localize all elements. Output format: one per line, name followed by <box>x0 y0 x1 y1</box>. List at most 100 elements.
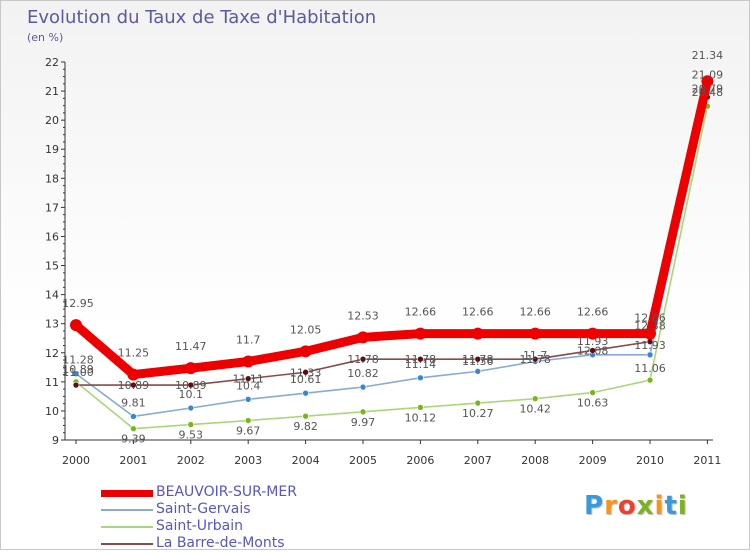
x-tick-label: 2002 <box>177 454 205 467</box>
data-label-saint-urbain: 10.12 <box>405 411 437 424</box>
x-tick-label: 2003 <box>234 454 262 467</box>
data-point-beauvoir-sur-mer <box>529 327 542 340</box>
data-label-beauvoir-sur-mer: 21.34 <box>692 49 724 62</box>
data-label-la-barre-de-monts: 11.11 <box>232 373 264 386</box>
y-tick-label: 12 <box>45 347 59 360</box>
legend-label: Saint-Urbain <box>156 518 244 534</box>
x-tick-label: 2007 <box>464 454 492 467</box>
data-label-saint-urbain: 9.97 <box>351 416 376 429</box>
logo-letter: o <box>617 491 637 521</box>
data-label-saint-urbain: 9.82 <box>293 420 318 433</box>
data-label-saint-urbain: 9.67 <box>236 425 261 438</box>
data-label-la-barre-de-monts: 10.89 <box>62 363 94 376</box>
data-point-la-barre-de-monts <box>531 355 539 363</box>
data-label-saint-urbain: 10.63 <box>577 397 609 410</box>
data-label-beauvoir-sur-mer: 12.66 <box>634 312 666 325</box>
data-point-saint-urbain <box>130 425 137 432</box>
data-point-saint-urbain <box>302 412 309 420</box>
data-point-saint-urbain <box>474 399 482 407</box>
data-label-saint-gervais: 10.82 <box>347 367 379 380</box>
data-point-beauvoir-sur-mer <box>701 75 714 88</box>
data-point-saint-urbain <box>187 421 195 428</box>
data-point-saint-gervais <box>187 404 195 412</box>
data-point-saint-urbain <box>359 408 367 416</box>
data-point-la-barre-de-monts <box>244 375 252 382</box>
logo-letter: P <box>584 491 605 521</box>
data-label-beauvoir-sur-mer: 12.05 <box>290 323 322 336</box>
data-point-saint-gervais <box>130 413 137 420</box>
data-label-extra: 11.7 <box>523 349 548 362</box>
data-label-saint-urbain: 11.06 <box>634 362 666 375</box>
data-label-saint-urbain: 11.00 <box>62 366 94 379</box>
data-point-la-barre-de-monts <box>359 355 367 363</box>
x-tick-label: 2006 <box>406 454 434 467</box>
data-point-la-barre-de-monts <box>72 381 80 389</box>
data-label-saint-urbain: 20.48 <box>692 86 724 99</box>
logo-letter: x <box>636 491 655 521</box>
data-point-beauvoir-sur-mer <box>184 362 197 375</box>
data-point-beauvoir-sur-mer <box>357 331 369 344</box>
data-label-beauvoir-sur-mer: 11.25 <box>118 347 150 360</box>
data-point-beauvoir-sur-mer <box>471 327 484 340</box>
data-label-beauvoir-sur-mer: 11.47 <box>175 340 207 353</box>
x-tick-label: 2001 <box>119 454 147 467</box>
data-label-saint-gervais: 10.4 <box>236 379 261 392</box>
data-point-la-barre-de-monts <box>589 347 596 354</box>
data-point-beauvoir-sur-mer <box>127 368 140 381</box>
data-label-extra: 20.79 <box>692 82 724 95</box>
data-label-saint-urbain: 9.53 <box>179 429 204 442</box>
y-tick-label: 18 <box>45 172 59 185</box>
series-line-beauvoir-sur-mer <box>71 76 712 380</box>
data-label-la-barre-de-monts: 11.33 <box>290 366 322 379</box>
data-label-saint-gervais: 11.14 <box>405 358 437 371</box>
series-line-la-barre-de-monts <box>75 96 709 386</box>
data-label-la-barre-de-monts: 11.78 <box>405 353 437 366</box>
y-tick-label: 11 <box>45 376 59 389</box>
data-label-saint-urbain: 10.42 <box>519 403 551 416</box>
data-point-saint-urbain <box>646 376 654 384</box>
proxiti-logo: Proxiti <box>584 491 688 521</box>
data-label-beauvoir-sur-mer: 12.66 <box>405 306 437 319</box>
data-label-saint-gervais: 11.93 <box>577 335 609 348</box>
data-label-la-barre-de-monts: 12.08 <box>577 344 609 357</box>
data-point-saint-urbain <box>589 389 596 396</box>
data-label-saint-urbain: 10.27 <box>462 407 494 420</box>
series-layer <box>70 75 714 432</box>
data-point-saint-urbain <box>531 395 539 403</box>
data-point-beauvoir-sur-mer <box>414 327 427 340</box>
data-label-la-barre-de-monts: 11.78 <box>462 353 494 366</box>
data-label-beauvoir-sur-mer: 12.66 <box>577 306 609 319</box>
data-label-la-barre-de-monts: 11.78 <box>519 353 551 366</box>
x-tick-label: 2004 <box>292 454 320 467</box>
data-label-la-barre-de-monts: 10.89 <box>118 379 150 392</box>
logo-letter: r <box>604 491 618 521</box>
legend-swatch <box>101 490 153 497</box>
data-label-beauvoir-sur-mer: 12.66 <box>519 306 551 319</box>
data-point-saint-gervais <box>244 395 252 403</box>
legend-label: BEAUVOIR-SUR-MER <box>156 484 297 500</box>
data-point-beauvoir-sur-mer <box>299 345 312 358</box>
data-point-saint-gervais <box>417 374 424 382</box>
logo-letter: t <box>664 491 678 521</box>
data-point-saint-urbain <box>417 404 424 411</box>
data-label-la-barre-de-monts: 11.78 <box>347 353 379 366</box>
data-label-saint-gervais: 9.81 <box>121 396 146 409</box>
data-label-beauvoir-sur-mer: 12.53 <box>347 309 379 322</box>
series-line-saint-gervais <box>75 87 709 418</box>
data-point-beauvoir-sur-mer <box>242 355 255 368</box>
legend-swatch <box>101 509 153 511</box>
axes: 9 10 11 12 13 14 15 16 17 18 19 20 21 22 2000 2001 2002 2… <box>45 56 721 467</box>
data-point-saint-gervais <box>646 351 654 359</box>
x-tick-label: 2011 <box>693 454 721 467</box>
data-point-la-barre-de-monts <box>417 355 424 363</box>
legend-label: La Barre-de-Monts <box>156 535 285 551</box>
line-chart: 9 10 11 12 13 14 15 16 17 18 19 20 21 22 2000 2001 2002 2… <box>45 49 724 467</box>
y-tick-label: 14 <box>45 289 59 302</box>
data-point-la-barre-de-monts <box>302 368 309 376</box>
y-tick-label: 21 <box>45 85 59 98</box>
legend-swatch <box>101 526 153 528</box>
legend-label: Saint-Gervais <box>156 501 251 517</box>
x-tick-label: 2008 <box>521 454 549 467</box>
data-label-la-barre-de-monts: 10.89 <box>175 379 207 392</box>
